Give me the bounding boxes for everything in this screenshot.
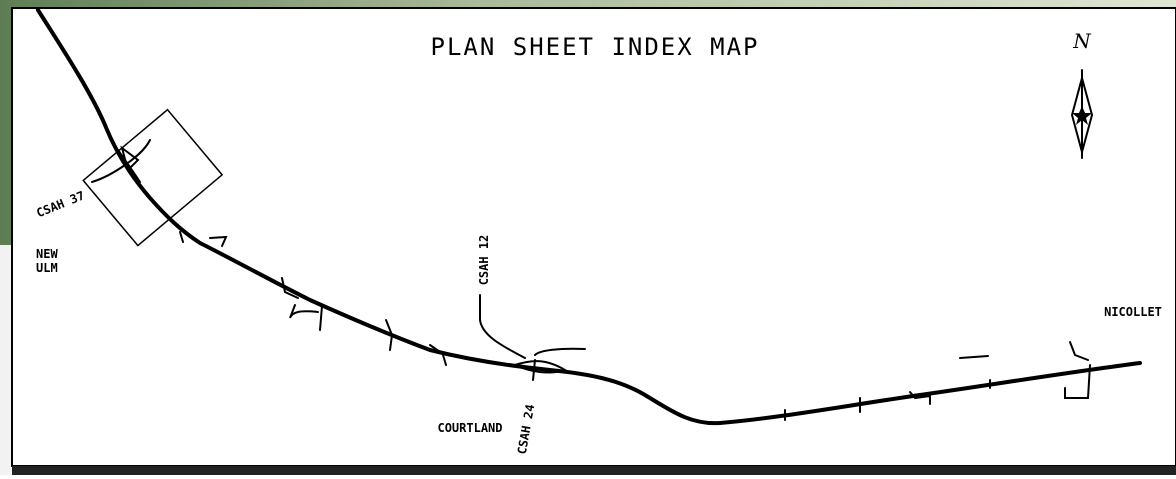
north-label: N — [1072, 29, 1092, 53]
town-label: NEW — [36, 247, 58, 261]
index-map: PLAN SHEET INDEX MAP N CSAH 37 NEW ULM C… — [0, 0, 1176, 475]
town-label: COURTLAND — [437, 421, 502, 435]
town-label: NICOLLET — [1104, 305, 1162, 319]
bottom-bar — [12, 466, 1176, 475]
town-label: ULM — [36, 261, 58, 275]
map-panel — [12, 8, 1176, 466]
road-label: CSAH 12 — [477, 235, 491, 286]
map-title: PLAN SHEET INDEX MAP — [431, 33, 760, 61]
